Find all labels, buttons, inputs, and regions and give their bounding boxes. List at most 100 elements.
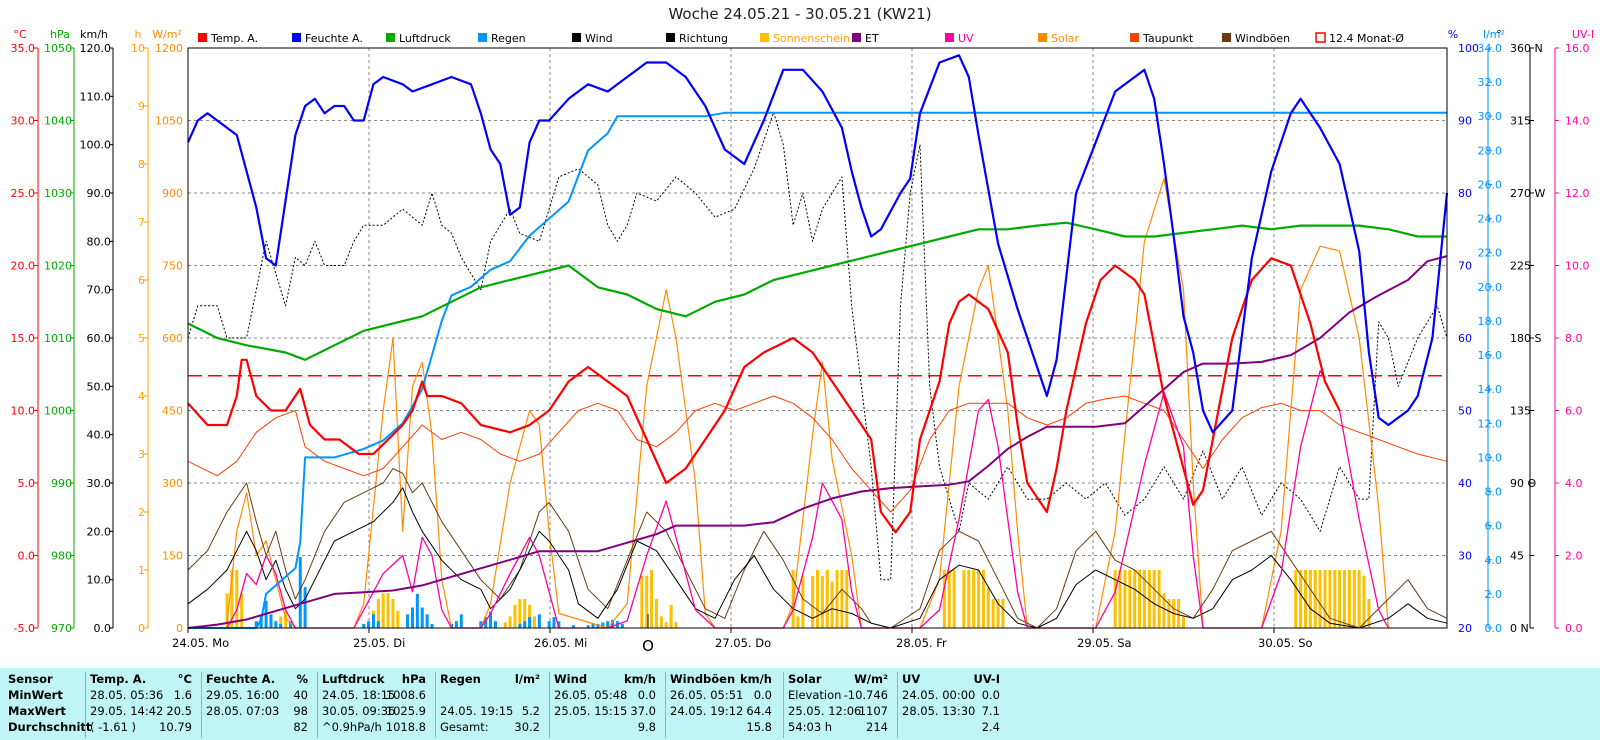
- column-separator: [549, 672, 550, 738]
- stat-value: 1018.8: [385, 720, 426, 734]
- stat-value: 7.1: [981, 704, 1000, 718]
- sunshine-bar: [1347, 570, 1351, 628]
- rain-bar: [303, 587, 307, 628]
- stat-time: 28.05. 05:36: [90, 688, 164, 702]
- sunshine-bar: [650, 570, 654, 628]
- rain-bar: [288, 621, 292, 628]
- tick-label: 22.0: [1478, 247, 1503, 260]
- sunshine-bar: [991, 599, 995, 628]
- tick-label: 150: [162, 550, 183, 563]
- rain-bar: [523, 621, 527, 628]
- tick-label: 0.0: [18, 550, 36, 563]
- tick-label: 5: [138, 332, 145, 345]
- sunshine-bar: [1001, 599, 1005, 628]
- statistics-table: Sensor MinWert MaxWert Durchschnitt Temp. A.…: [0, 668, 1600, 740]
- sunshine-bar: [1299, 570, 1303, 628]
- tick-label: 3: [138, 448, 145, 461]
- tick-label: 0.0: [1565, 622, 1583, 635]
- column-separator: [665, 672, 666, 738]
- tick-label: 6.0: [1485, 520, 1503, 533]
- tick-label: 34.0: [1478, 42, 1503, 55]
- tick-label: 90: [1458, 115, 1472, 128]
- tick-label: 14.0: [1478, 383, 1503, 396]
- stat-value: 9.8: [637, 720, 656, 734]
- sunshine-bar: [1167, 599, 1171, 628]
- group-unit: km/h: [739, 672, 772, 686]
- axis-unit: hPa: [50, 28, 70, 41]
- legend-label: Luftdruck: [399, 32, 451, 45]
- tick-label: 18.0: [1478, 315, 1503, 328]
- stat-time: Gesamt:: [440, 720, 489, 734]
- tick-label: 4.0: [1485, 554, 1503, 567]
- series-feuchte-a: [186, 54, 1449, 434]
- sunshine-bar: [840, 570, 844, 628]
- stat-time: Elevation: [788, 688, 842, 702]
- rain-bar: [254, 621, 258, 628]
- tick-label: 10.0: [1565, 260, 1590, 273]
- sunshine-bar: [284, 610, 288, 628]
- tick-label: 20.0: [1478, 281, 1503, 294]
- tick-label: 30.0: [1478, 110, 1503, 123]
- column-separator: [317, 672, 318, 738]
- stat-time: 28.05. 07:03: [206, 704, 280, 718]
- sunshine-bar: [1113, 570, 1117, 628]
- legend-swatch: [198, 33, 207, 42]
- stat-value: 1025.9: [385, 704, 426, 718]
- tick-label: 1200: [155, 42, 183, 55]
- tick-label: 10.0: [1478, 451, 1503, 464]
- series-luftdruck: [187, 221, 1447, 361]
- stat-value: 64.4: [746, 704, 772, 718]
- stat-value: 98: [293, 704, 308, 718]
- tick-label: 110.0: [80, 90, 112, 103]
- tick-label: 8: [138, 158, 145, 171]
- sunshine-bar: [528, 604, 532, 628]
- tick-label: 1040: [44, 115, 72, 128]
- sunshine-bar: [240, 593, 244, 628]
- tick-label: 180 S: [1510, 332, 1541, 345]
- tick-label: 2.0: [1485, 588, 1503, 601]
- stat-value: 15.8: [746, 720, 772, 734]
- tick-label: 1030: [44, 187, 72, 200]
- tick-label: -5.0: [14, 622, 35, 635]
- legend-swatch: [1038, 33, 1047, 42]
- sunshine-bar: [1162, 593, 1166, 628]
- rain-bar: [479, 621, 483, 628]
- axis-unit: °C: [13, 28, 27, 41]
- tick-label: 990: [51, 477, 72, 490]
- group-header: Solar: [788, 672, 822, 686]
- legend-label: Regen: [491, 32, 526, 45]
- group-unit: °C: [177, 672, 192, 686]
- group-header: Windböen: [670, 672, 736, 686]
- rain-bar: [552, 617, 556, 628]
- rain-bar: [298, 557, 302, 628]
- sunshine-bar: [986, 587, 990, 628]
- stat-time: 54:03 h: [788, 720, 833, 734]
- stat-value: 10.79: [159, 720, 192, 734]
- sunshine-bar: [972, 570, 976, 628]
- tick-label: 750: [162, 260, 183, 273]
- bar-layer: [225, 557, 1371, 628]
- tick-label: 90 O: [1510, 477, 1536, 490]
- sunshine-bar: [981, 570, 985, 628]
- sunshine-bar: [669, 604, 673, 628]
- sunshine-bar: [674, 622, 678, 628]
- sunshine-bar: [845, 570, 849, 628]
- sunshine-bar: [381, 593, 385, 628]
- sunshine-bar: [1338, 570, 1342, 628]
- sunshine-bar: [1123, 570, 1127, 628]
- stat-time: 25.05. 12:06: [788, 704, 862, 718]
- legend-swatch: [478, 33, 487, 42]
- grid: [188, 48, 1447, 628]
- stat-time: 26.05. 05:51: [670, 688, 744, 702]
- sunshine-bar: [977, 570, 981, 628]
- x-tick-label: 26.05. Mi: [534, 636, 587, 650]
- series-taupunkt: [187, 395, 1448, 513]
- sunshine-bar: [391, 599, 395, 628]
- tick-label: 135: [1510, 405, 1531, 418]
- stat-value: 1107: [858, 704, 888, 718]
- tick-label: 28.0: [1478, 144, 1503, 157]
- tick-label: 2.0: [1565, 550, 1583, 563]
- sunshine-bar: [1118, 570, 1122, 628]
- sunshine-bar: [1303, 570, 1307, 628]
